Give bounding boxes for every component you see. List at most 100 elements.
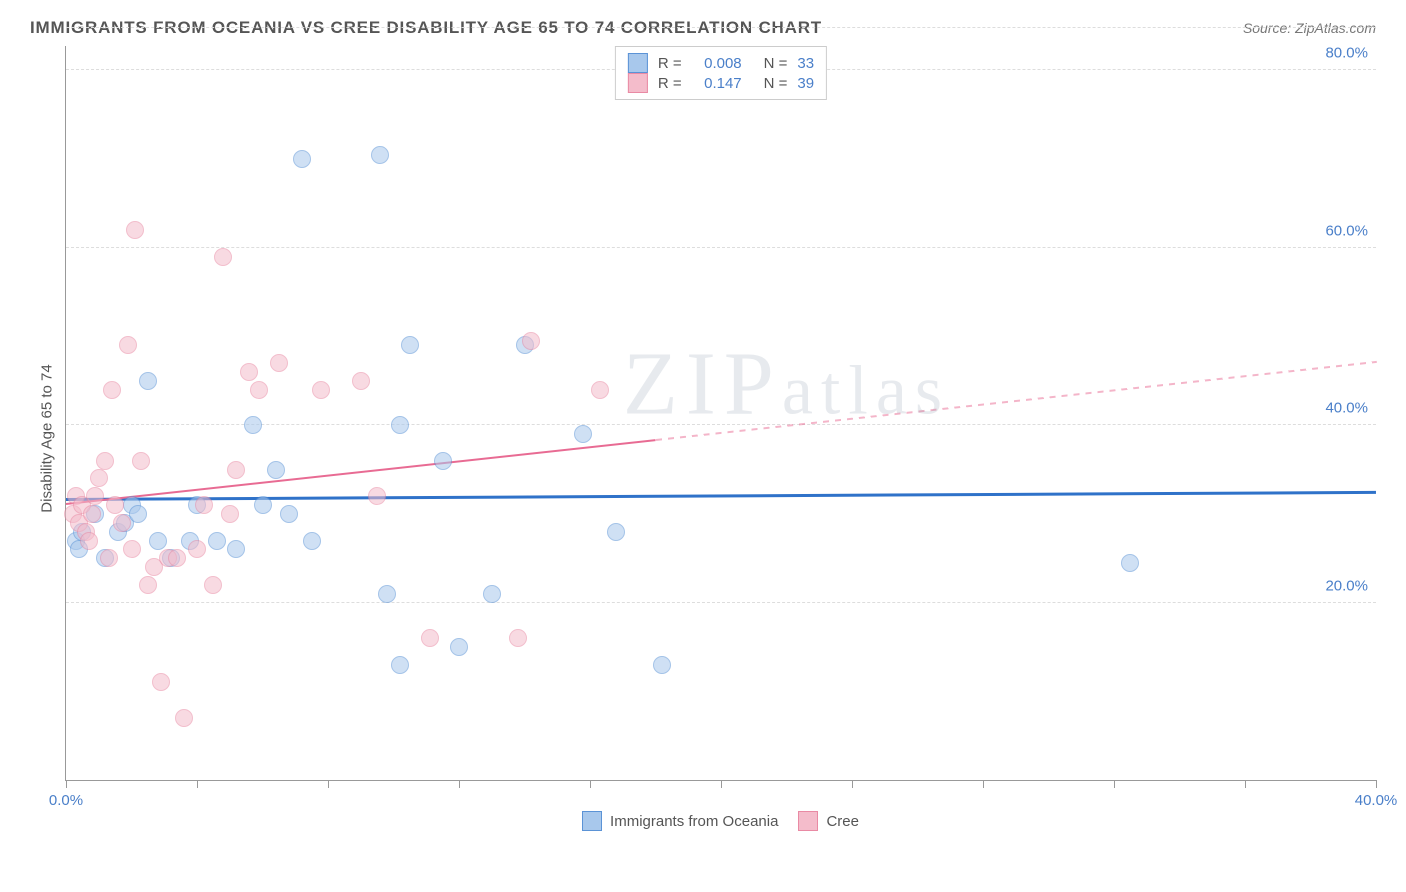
data-point xyxy=(434,452,452,470)
data-point xyxy=(83,505,101,523)
x-tick xyxy=(721,780,722,788)
source-label: Source: ZipAtlas.com xyxy=(1243,20,1376,36)
data-point xyxy=(139,576,157,594)
data-point xyxy=(195,496,213,514)
r-label: R = xyxy=(658,55,682,72)
data-point xyxy=(86,487,104,505)
data-point xyxy=(371,146,389,164)
data-point xyxy=(149,532,167,550)
data-point xyxy=(139,372,157,390)
data-point xyxy=(208,532,226,550)
data-point xyxy=(267,461,285,479)
chart-title: IMMIGRANTS FROM OCEANIA VS CREE DISABILI… xyxy=(30,18,822,38)
data-point xyxy=(126,221,144,239)
data-point xyxy=(123,540,141,558)
data-point xyxy=(132,452,150,470)
data-point xyxy=(574,425,592,443)
data-point xyxy=(293,150,311,168)
gridline xyxy=(66,424,1376,425)
data-point xyxy=(214,248,232,266)
data-point xyxy=(100,549,118,567)
gridline xyxy=(66,27,1376,28)
x-tick xyxy=(852,780,853,788)
data-point xyxy=(96,452,114,470)
legend-swatch xyxy=(798,811,818,831)
n-value: 33 xyxy=(797,55,814,72)
x-tick-label: 40.0% xyxy=(1355,792,1398,809)
x-tick xyxy=(459,780,460,788)
data-point xyxy=(113,514,131,532)
legend-item: Immigrants from Oceania xyxy=(582,811,778,831)
data-point xyxy=(450,638,468,656)
data-point xyxy=(483,585,501,603)
gridline xyxy=(66,602,1376,603)
y-tick-label: 60.0% xyxy=(1325,222,1368,239)
x-tick xyxy=(1114,780,1115,788)
x-tick xyxy=(590,780,591,788)
x-tick xyxy=(1376,780,1377,788)
data-point xyxy=(303,532,321,550)
data-point xyxy=(204,576,222,594)
data-point xyxy=(244,416,262,434)
data-point xyxy=(368,487,386,505)
data-point xyxy=(250,381,268,399)
data-point xyxy=(90,469,108,487)
data-point xyxy=(591,381,609,399)
data-point xyxy=(80,532,98,550)
scatter-plot-area: ZIPatlas R = 0.008 N = 33R = 0.147 N = 39 20.0… xyxy=(65,46,1376,781)
data-point xyxy=(175,709,193,727)
data-point xyxy=(168,549,186,567)
gridline xyxy=(66,247,1376,248)
data-point xyxy=(401,336,419,354)
legend-item: Cree xyxy=(798,811,859,831)
data-point xyxy=(522,332,540,350)
y-tick-label: 40.0% xyxy=(1325,400,1368,417)
n-label: N = xyxy=(764,75,788,92)
y-tick-label: 20.0% xyxy=(1325,577,1368,594)
data-point xyxy=(653,656,671,674)
data-point xyxy=(312,381,330,399)
x-tick xyxy=(66,780,67,788)
legend-row: R =0.008N =33 xyxy=(628,53,814,73)
data-point xyxy=(129,505,147,523)
data-point xyxy=(103,381,121,399)
legend-swatch xyxy=(628,73,648,93)
x-tick xyxy=(983,780,984,788)
x-tick xyxy=(197,780,198,788)
data-point xyxy=(509,629,527,647)
r-value: 0.008 xyxy=(692,55,742,72)
data-point xyxy=(152,673,170,691)
data-point xyxy=(352,372,370,390)
data-point xyxy=(280,505,298,523)
legend-swatch xyxy=(628,53,648,73)
x-tick xyxy=(328,780,329,788)
y-tick-label: 80.0% xyxy=(1325,45,1368,62)
data-point xyxy=(106,496,124,514)
data-point xyxy=(391,656,409,674)
r-value: 0.147 xyxy=(692,75,742,92)
x-tick-label: 0.0% xyxy=(49,792,83,809)
data-point xyxy=(1121,554,1139,572)
trend-line xyxy=(655,361,1376,441)
watermark: ZIPatlas xyxy=(623,332,950,435)
data-point xyxy=(254,496,272,514)
series-legend: Immigrants from Oceania Cree xyxy=(65,811,1376,831)
data-point xyxy=(227,461,245,479)
y-axis-label: Disability Age 65 to 74 xyxy=(39,364,56,512)
data-point xyxy=(391,416,409,434)
legend-row: R = 0.147 N = 39 xyxy=(628,73,814,93)
data-point xyxy=(378,585,396,603)
legend-swatch xyxy=(582,811,602,831)
data-point xyxy=(119,336,137,354)
data-point xyxy=(421,629,439,647)
data-point xyxy=(240,363,258,381)
r-label: R = xyxy=(658,75,682,92)
data-point xyxy=(270,354,288,372)
stats-legend-box: R = 0.008 N = 33R = 0.147 N = 39 xyxy=(615,46,827,100)
data-point xyxy=(188,540,206,558)
data-point xyxy=(227,540,245,558)
data-point xyxy=(607,523,625,541)
legend-label: Cree xyxy=(826,813,859,830)
n-value: 39 xyxy=(797,75,814,92)
data-point xyxy=(221,505,239,523)
